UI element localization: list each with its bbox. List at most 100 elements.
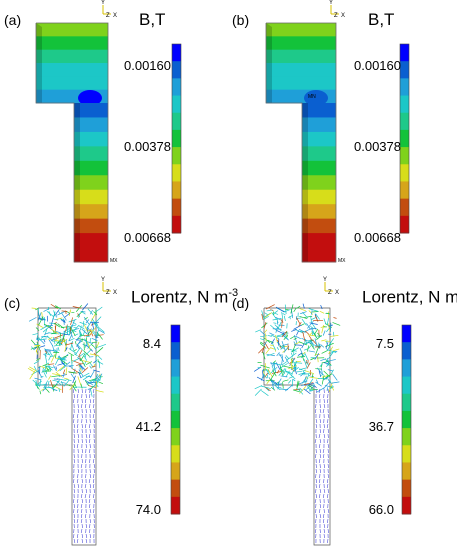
force-vector — [270, 362, 273, 367]
force-vector — [96, 329, 99, 337]
force-vector — [81, 538, 83, 544]
force-vector — [328, 338, 335, 346]
force-vector — [80, 503, 83, 509]
force-vector — [273, 310, 279, 315]
force-vector — [281, 333, 288, 340]
force-vector — [310, 385, 315, 390]
force-vector — [33, 360, 40, 365]
force-vector — [276, 346, 280, 350]
force-vector — [64, 361, 71, 367]
force-vector — [79, 334, 85, 336]
field-band — [302, 131, 336, 147]
force-vector — [81, 458, 83, 464]
quantity-label: B,T — [368, 10, 395, 29]
force-vector — [51, 328, 59, 335]
force-vector — [263, 341, 267, 347]
force-vector — [270, 344, 274, 347]
force-vector — [54, 318, 59, 321]
force-vector — [73, 327, 78, 329]
force-vector — [73, 368, 76, 375]
force-vector — [307, 373, 311, 377]
force-vector — [76, 334, 82, 342]
scale-block — [402, 376, 411, 395]
force-vector — [319, 428, 321, 434]
force-vector — [327, 518, 329, 524]
force-vector — [281, 341, 286, 351]
force-vector — [271, 380, 278, 384]
force-vector — [314, 338, 318, 346]
force-vector — [303, 359, 308, 369]
triad-x-label: X — [113, 290, 117, 296]
force-vector — [97, 344, 107, 348]
panel-label: (a) — [4, 12, 22, 28]
force-vector — [296, 330, 300, 336]
force-vector — [266, 374, 269, 379]
force-vector — [311, 373, 314, 378]
force-vector — [265, 304, 275, 310]
force-vector — [92, 398, 95, 404]
field-band — [74, 204, 108, 220]
force-vector — [306, 323, 311, 330]
force-vector — [69, 383, 75, 391]
force-vector — [73, 518, 76, 524]
force-vector — [263, 374, 268, 379]
force-vector — [55, 366, 57, 370]
force-vector — [62, 372, 65, 378]
force-vector — [81, 533, 83, 539]
force-vector — [321, 375, 325, 385]
field-minimum — [304, 90, 328, 106]
field-band — [302, 117, 336, 133]
force-vector — [93, 498, 96, 504]
scale-block — [400, 129, 409, 148]
force-vector — [68, 348, 77, 355]
force-vector — [308, 350, 316, 353]
force-vector — [77, 468, 80, 474]
force-vector — [280, 375, 288, 378]
force-vector — [86, 335, 90, 338]
force-vector — [57, 365, 65, 372]
scale-block — [402, 359, 411, 378]
force-vector — [64, 377, 69, 380]
force-vector — [89, 533, 92, 539]
force-vector — [77, 357, 82, 361]
force-vector — [323, 488, 326, 494]
force-vector — [34, 344, 41, 347]
scale-block — [400, 95, 409, 114]
force-vector — [57, 332, 65, 335]
force-vector — [84, 513, 87, 519]
force-vector — [319, 443, 321, 449]
force-vector — [35, 344, 39, 353]
force-vector — [321, 375, 329, 378]
force-vector — [50, 303, 58, 309]
force-vector — [291, 357, 296, 360]
force-vector — [68, 334, 72, 342]
force-vector — [27, 367, 35, 373]
force-vector — [81, 513, 83, 519]
force-vector — [77, 498, 79, 504]
field-band — [302, 204, 336, 220]
force-vector — [80, 518, 83, 524]
quantity-sup: -3 — [228, 287, 239, 299]
force-vector — [275, 334, 278, 343]
force-vector — [320, 374, 324, 376]
force-vector — [89, 503, 91, 509]
force-vector — [70, 327, 76, 336]
force-vector — [308, 335, 313, 341]
force-vector — [299, 387, 303, 392]
force-vector — [54, 357, 60, 366]
force-vector — [93, 468, 95, 474]
force-vector — [71, 324, 77, 327]
force-vector — [275, 306, 285, 313]
force-vector — [282, 382, 284, 389]
side-face — [302, 103, 308, 262]
force-vector — [303, 348, 309, 351]
min-node-label: MN — [308, 94, 316, 100]
force-vector — [325, 342, 329, 349]
force-vector — [311, 331, 314, 336]
force-vector — [73, 443, 75, 449]
force-vector — [36, 334, 39, 340]
force-vector — [81, 478, 83, 484]
force-vector — [62, 338, 68, 343]
force-vector — [281, 361, 288, 366]
force-vector — [329, 385, 334, 390]
